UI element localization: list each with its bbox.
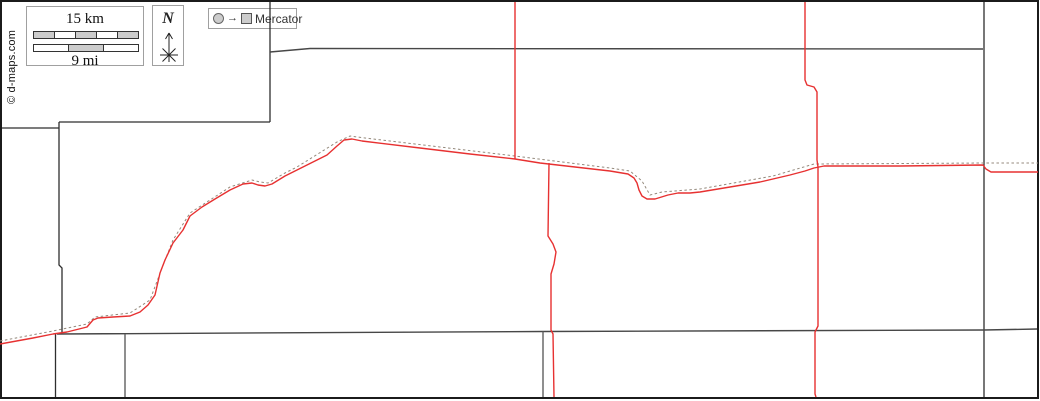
scale-segment xyxy=(55,32,76,38)
trail-dashed-line xyxy=(0,135,1038,342)
north-arrow-icon xyxy=(160,32,178,62)
scale-bar-box: 15 km 9 mi xyxy=(26,6,144,69)
scale-km-label: 15 km xyxy=(66,11,104,27)
scale-segment xyxy=(34,32,55,38)
flat-map-icon xyxy=(241,13,252,24)
scale-segment xyxy=(118,32,138,38)
scale-segment xyxy=(76,32,97,38)
boundary-line xyxy=(56,328,1038,335)
north-label: N xyxy=(162,10,174,27)
projection-legend-box: → Mercator xyxy=(208,8,302,29)
road-south-branch xyxy=(547,162,557,398)
projection-label: Mercator xyxy=(255,11,303,26)
scale-segment xyxy=(34,45,69,51)
scale-segment xyxy=(104,45,138,51)
scale-bar-mi xyxy=(33,44,139,52)
road-main xyxy=(0,138,1038,345)
scale-bar-km xyxy=(33,31,139,39)
scale-mi-label: 9 mi xyxy=(71,53,99,69)
road-east-vertical xyxy=(804,2,819,398)
sphere-icon xyxy=(213,13,224,24)
scale-segment xyxy=(69,45,104,51)
north-compass-box: N xyxy=(152,5,184,66)
boundary-line xyxy=(58,122,63,333)
copyright-text: © d-maps.com xyxy=(6,29,18,104)
scale-segment xyxy=(97,32,118,38)
arrow-right-icon: → xyxy=(227,12,238,24)
boundary-line xyxy=(269,47,984,53)
